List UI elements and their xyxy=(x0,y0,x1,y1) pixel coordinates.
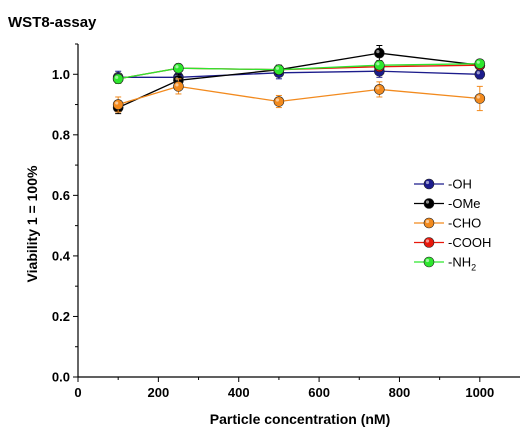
legend-marker xyxy=(423,256,435,268)
series-line xyxy=(118,85,480,106)
data-point xyxy=(374,84,385,95)
chart-title: WST8-assay xyxy=(8,14,97,31)
x-tick-label: 600 xyxy=(308,385,330,400)
data-point-highlight xyxy=(376,49,380,54)
data-point-highlight xyxy=(175,65,179,69)
legend-marker xyxy=(423,217,435,229)
legend-marker xyxy=(423,178,435,190)
legend-label-main: -OMe xyxy=(448,196,481,211)
legend-label-main: -CHO xyxy=(448,216,481,231)
series-nh2 xyxy=(112,58,486,85)
data-point xyxy=(273,64,285,76)
series-layer xyxy=(112,45,486,115)
legend-marker xyxy=(423,198,435,209)
legend: -OH -OMe -CHO -COOH -NH2 xyxy=(414,177,491,273)
data-point xyxy=(374,47,385,59)
data-point-highlight xyxy=(275,66,280,70)
y-tick-label: 1.0 xyxy=(52,67,70,82)
axes: 0 200 400 600 800 1000 0.0 0.2 0.4 0.6 0.8 1.0 xyxy=(52,43,520,400)
data-point-highlight xyxy=(476,71,480,75)
legend-label: -OMe xyxy=(448,196,481,211)
data-point xyxy=(112,73,124,85)
data-point xyxy=(474,68,486,80)
series-ome xyxy=(112,45,486,115)
legend-label-main: -OH xyxy=(448,177,472,192)
legend-marker-highlight xyxy=(425,180,430,185)
y-tick-label: 0.0 xyxy=(52,370,70,385)
series-oh xyxy=(112,64,486,84)
data-point xyxy=(273,96,285,107)
y-tick-label: 0.2 xyxy=(52,309,70,324)
data-point-highlight xyxy=(275,98,280,102)
x-tick-label: 200 xyxy=(148,385,170,400)
legend-label-main: -COOH xyxy=(448,235,491,250)
data-point xyxy=(173,81,184,92)
legend-marker-highlight xyxy=(425,239,430,243)
data-point-highlight xyxy=(376,86,380,90)
legend-marker xyxy=(423,237,435,248)
data-point xyxy=(374,59,385,71)
y-tick-label: 0.4 xyxy=(52,248,71,263)
legend-label-subscript: 2 xyxy=(471,263,476,273)
legend-label-main: -NH xyxy=(448,255,471,270)
y-tick-label: 0.6 xyxy=(52,188,70,203)
legend-marker-highlight xyxy=(425,219,430,224)
data-point xyxy=(474,93,486,104)
y-axis-label: Viability 1 = 100% xyxy=(24,165,40,282)
x-tick-label: 1000 xyxy=(465,385,494,400)
data-point-highlight xyxy=(376,62,380,66)
legend-marker-highlight xyxy=(425,258,430,263)
series-line xyxy=(118,70,480,78)
x-tick-label: 0 xyxy=(74,385,81,400)
y-tick-label: 0.8 xyxy=(52,127,70,142)
legend-marker-highlight xyxy=(425,200,430,204)
data-point-highlight xyxy=(476,60,480,64)
legend-label: -NH2 xyxy=(448,255,476,273)
data-point xyxy=(173,62,184,74)
x-tick-label: 400 xyxy=(228,385,250,400)
legend-label: -CHO xyxy=(448,216,481,231)
data-point-highlight xyxy=(115,75,119,79)
data-point xyxy=(112,99,124,110)
data-point-highlight xyxy=(175,83,179,87)
legend-label: -COOH xyxy=(448,235,491,250)
legend-label: -OH xyxy=(448,177,472,192)
x-axis-label: Particle concentration (nM) xyxy=(210,411,390,427)
x-tick-label: 800 xyxy=(389,385,411,400)
data-point xyxy=(474,58,486,69)
data-point-highlight xyxy=(476,95,480,99)
data-point-highlight xyxy=(115,101,119,105)
series-cho xyxy=(112,78,486,113)
